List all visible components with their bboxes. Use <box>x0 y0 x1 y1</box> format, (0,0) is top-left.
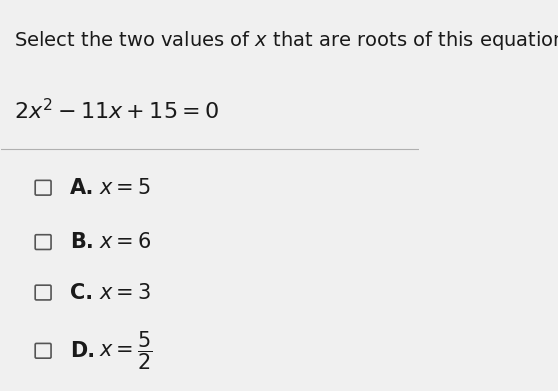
FancyBboxPatch shape <box>35 285 51 300</box>
Text: $x = \dfrac{5}{2}$: $x = \dfrac{5}{2}$ <box>99 330 153 372</box>
Text: D.: D. <box>70 341 95 361</box>
Text: A.: A. <box>70 178 95 198</box>
FancyBboxPatch shape <box>35 180 51 195</box>
Text: $2x^2 - 11x + 15 = 0$: $2x^2 - 11x + 15 = 0$ <box>14 99 219 124</box>
Text: Select the two values of $x$ that are roots of this equation.: Select the two values of $x$ that are ro… <box>14 29 558 52</box>
Text: C.: C. <box>70 283 93 303</box>
Text: B.: B. <box>70 232 94 252</box>
FancyBboxPatch shape <box>35 343 51 358</box>
FancyBboxPatch shape <box>35 235 51 249</box>
Text: $x = 3$: $x = 3$ <box>99 283 152 303</box>
Text: $x = 6$: $x = 6$ <box>99 232 152 252</box>
Text: $x = 5$: $x = 5$ <box>99 178 151 198</box>
